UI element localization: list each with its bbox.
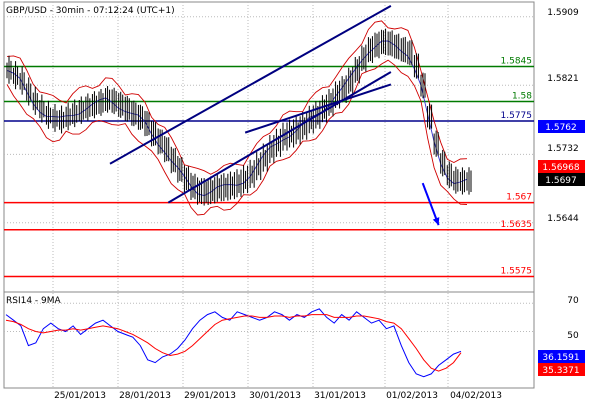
sr-label: 1.5635 <box>501 220 533 230</box>
rsi-grid <box>4 302 534 333</box>
rsi-panel-frame <box>3 291 535 389</box>
price-badge-black-text: 1.5697 <box>545 176 577 186</box>
price-panel-frame <box>3 1 535 293</box>
channel-line <box>109 5 392 165</box>
price-axis-tick: 1.5909 <box>547 8 579 18</box>
forecast-arrow <box>421 182 440 226</box>
forecast-arrow-head <box>432 217 440 226</box>
channel-line <box>167 71 392 204</box>
rsi-badge-red-text: 35.3371 <box>542 366 579 376</box>
price-badge-blue-text: 1.5762 <box>545 123 577 133</box>
date-labels: 25/01/2013 28/01/2013 29/01/2013 30/01/2… <box>54 391 502 400</box>
date-label: 28/01/2013 <box>119 391 171 400</box>
sr-label: 1.5575 <box>501 266 533 276</box>
price-badge-red <box>538 160 585 173</box>
rsi-line <box>5 314 462 372</box>
bollinger-upper <box>6 20 468 175</box>
sr-label: 1.58 <box>512 92 532 102</box>
date-label: 01/02/2013 <box>386 391 438 400</box>
price-axis-tick: 1.5821 <box>547 74 579 84</box>
price-grid <box>4 2 534 388</box>
price-panel-title: GBP/USD - 30min - 07:12:24 (UTC+1) <box>6 6 175 16</box>
date-label: 30/01/2013 <box>249 391 301 400</box>
price-bars <box>6 28 472 206</box>
sr-label: 1.5845 <box>501 57 533 67</box>
bollinger-lower <box>6 59 468 216</box>
price-axis-tick: 1.5732 <box>547 144 579 154</box>
rsi-axis-tick: 50 <box>567 331 579 341</box>
date-label: 04/02/2013 <box>450 391 502 400</box>
price-badge-red-text: 1.56968 <box>542 163 579 173</box>
rsi-badges: 36.1591 35.3371 <box>538 350 585 376</box>
forecast-arrow-shaft <box>421 182 440 226</box>
rsi-line <box>5 308 462 378</box>
rsi-badge-blue <box>538 350 585 363</box>
sr-label: 1.5775 <box>501 111 533 121</box>
trend-channel-lines <box>109 5 392 204</box>
rsi-badge-red <box>538 363 585 376</box>
price-badge-blue <box>538 120 585 133</box>
sr-label: 1.567 <box>506 193 532 203</box>
channel-line <box>244 83 392 134</box>
rsi-series <box>5 308 462 378</box>
rsi-badge-blue-text: 36.1591 <box>542 353 579 363</box>
rsi-panel-title: RSI14 - 9MA <box>6 296 62 306</box>
rsi-axis-tick: 70 <box>567 296 579 306</box>
price-axis-tick: 1.5644 <box>547 214 579 224</box>
price-badge-black <box>538 173 585 186</box>
date-label: 29/01/2013 <box>184 391 236 400</box>
date-label: 25/01/2013 <box>54 391 106 400</box>
price-badges: 1.5762 1.56968 1.5697 <box>538 120 585 186</box>
date-label: 31/01/2013 <box>314 391 366 400</box>
